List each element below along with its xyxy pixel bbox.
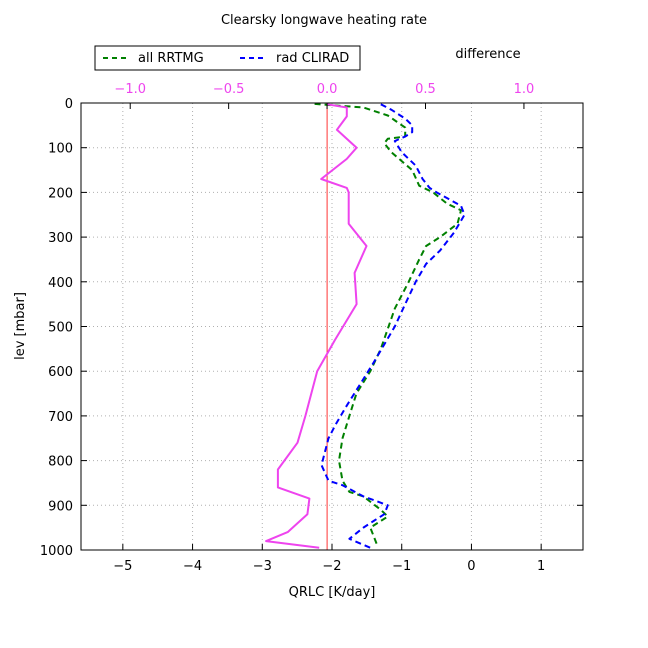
difference-axis-title: difference: [455, 47, 520, 62]
y-tick-label: 900: [48, 499, 73, 514]
series-group: [265, 102, 466, 549]
grid: [81, 102, 583, 551]
y-tick-label: 500: [48, 321, 73, 336]
top-x-tick-label: −1.0: [114, 82, 146, 97]
y-tick-label: 400: [48, 276, 73, 291]
x-tick-label: −5: [113, 559, 132, 574]
series-line-0: [314, 102, 462, 546]
legend-frame: [94, 45, 361, 71]
x-tick-label: −2: [322, 559, 341, 574]
x-axis: −5 −4 −3 −2 −1 0 1: [113, 544, 545, 574]
top-x-tick-label: 0.5: [415, 82, 436, 97]
x-axis-label: QRLC [K/day]: [289, 585, 376, 600]
y-tick-label: 1000: [40, 544, 73, 559]
y-tick-label: 700: [48, 410, 73, 425]
y-axis: 0 100 200 300 400 500 600 700 800 900 1000: [40, 97, 583, 559]
series-line-1: [320, 103, 466, 549]
y-tick-label: 600: [48, 365, 73, 380]
legend-label-clirad: rad CLIRAD: [276, 51, 349, 66]
x-tick-label: 1: [537, 559, 545, 574]
y-tick-label: 300: [48, 231, 73, 246]
top-x-tick-label: 0.0: [317, 82, 338, 97]
x-tick-label: −3: [253, 559, 272, 574]
y-tick-label: 200: [48, 186, 73, 201]
legend-label-rrtmg: all RRTMG: [138, 51, 204, 66]
x-tick-label: −1: [392, 559, 411, 574]
chart-title: Clearsky longwave heating rate: [221, 13, 427, 28]
y-tick-label: 0: [65, 97, 73, 112]
top-x-tick-label: 1.0: [514, 82, 535, 97]
series-line-2: [265, 103, 368, 549]
x-tick-label: −4: [183, 559, 202, 574]
x-tick-label: 0: [467, 559, 475, 574]
top-x-axis: −1.0 −0.5 0.0 0.5 1.0: [114, 82, 534, 109]
top-x-tick-label: −0.5: [213, 82, 245, 97]
y-axis-label: lev [mbar]: [13, 292, 28, 360]
legend: all RRTMG rad CLIRAD: [94, 45, 361, 71]
y-tick-label: 100: [48, 142, 73, 157]
y-tick-label: 800: [48, 455, 73, 470]
